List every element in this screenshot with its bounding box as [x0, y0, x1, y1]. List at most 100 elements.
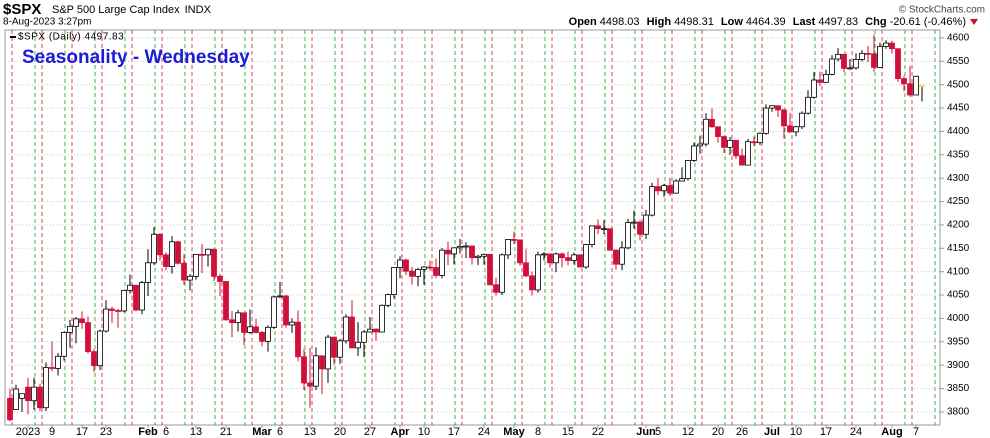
candle-body — [625, 222, 631, 249]
candle-body — [529, 275, 535, 291]
x-tick-label: 15 — [562, 426, 574, 438]
quote-label: Chg — [865, 16, 886, 28]
candle-body — [763, 107, 769, 134]
candle-body — [133, 284, 139, 311]
candle-body — [427, 266, 433, 269]
y-tick-label: 4400 — [947, 126, 970, 137]
candle-body — [313, 355, 319, 387]
candle-body — [379, 304, 385, 333]
y-tick-label: 4600 — [947, 33, 970, 44]
candle-body — [373, 328, 379, 333]
y-tick-label: 3900 — [947, 360, 970, 371]
candle-body — [823, 74, 829, 83]
candle-body — [259, 332, 265, 342]
candle-body — [103, 308, 109, 332]
x-tick-label: 23 — [100, 426, 112, 438]
candle-body — [97, 330, 103, 367]
candle-body — [487, 253, 493, 286]
y-tick-label: 4450 — [947, 103, 970, 114]
quote: Open 4498.03 High 4498.31 Low 4464.39 Last 4… — [569, 16, 966, 28]
x-tick-label: Apr — [391, 426, 411, 438]
candle-body — [835, 53, 841, 60]
candle-body — [919, 85, 925, 88]
candle-body — [553, 253, 559, 264]
candle-body — [331, 336, 337, 358]
candle-body — [61, 332, 67, 357]
x-tick-label: Aug — [881, 426, 902, 438]
candle-body — [163, 254, 169, 267]
candle-body — [421, 266, 427, 270]
x-tick-label: 12 — [682, 426, 694, 438]
candle-body — [79, 318, 85, 324]
candle-body — [49, 367, 55, 369]
candle-body — [511, 239, 517, 241]
candle-body — [667, 185, 673, 194]
y-tick-label: 4300 — [947, 173, 970, 184]
candle-body — [115, 310, 121, 312]
candle-body — [631, 221, 637, 224]
candle-body — [409, 270, 415, 277]
candle-body — [277, 295, 283, 298]
candle-body — [559, 253, 565, 259]
candle-body — [43, 367, 49, 409]
candle-body — [139, 282, 145, 311]
candle-body — [895, 48, 901, 80]
quote-label: Last — [793, 16, 816, 28]
candle-body — [397, 259, 403, 268]
candle-body — [517, 239, 523, 264]
candle-body — [727, 139, 733, 148]
candle-body — [457, 246, 463, 249]
candle-body — [781, 109, 787, 127]
x-tick-label: 9 — [49, 426, 55, 438]
candle-body — [415, 268, 421, 277]
candle-body — [199, 253, 205, 256]
plot-frame — [4, 29, 941, 426]
candle-body — [187, 275, 193, 281]
candle-body — [829, 58, 835, 75]
y-tick-label: 4500 — [947, 79, 970, 90]
candle-body — [565, 257, 571, 261]
quote-label: Low — [721, 16, 743, 28]
x-tick-label: 17 — [820, 426, 832, 438]
y-tick-label: 4150 — [947, 243, 970, 254]
candle-body — [877, 45, 883, 68]
candle-body — [673, 180, 679, 194]
candle-body — [361, 331, 367, 343]
candle-body — [493, 284, 499, 293]
x-tick-label: 17 — [76, 426, 88, 438]
candle-body — [481, 253, 487, 257]
candle-body — [637, 221, 643, 235]
candle-body — [721, 136, 727, 148]
x-tick-label: 8 — [535, 426, 541, 438]
x-tick-label: Jul — [764, 426, 780, 438]
copyright: © StockCharts.com — [899, 5, 985, 16]
candle-body — [679, 178, 685, 182]
candle-body — [349, 316, 355, 349]
candle-body — [733, 139, 739, 157]
x-tick-label: 7 — [913, 426, 919, 438]
candle-body — [787, 125, 793, 133]
candle-body — [853, 59, 859, 69]
y-tick-label: 4000 — [947, 313, 970, 324]
candle-body — [793, 126, 799, 133]
quote-value: 4498.31 — [674, 16, 714, 28]
candle-body — [685, 160, 691, 180]
candle-body — [151, 233, 157, 264]
candle-body — [445, 249, 451, 255]
quote-value: 4464.39 — [746, 16, 786, 28]
candle-body — [271, 296, 277, 328]
candle-body — [601, 228, 607, 231]
y-tick-label: 4250 — [947, 196, 970, 207]
candle-body — [31, 386, 37, 402]
candle-body — [355, 341, 361, 349]
y-tick-label: 4350 — [947, 149, 970, 160]
exchange: INDX — [185, 4, 212, 16]
candle-body — [643, 214, 649, 235]
candle-body — [7, 397, 13, 421]
candle-body — [403, 259, 409, 272]
candle-body — [283, 295, 289, 326]
candle-body — [127, 284, 133, 291]
candle-body — [295, 321, 301, 358]
candle-body — [757, 132, 763, 144]
candle-body — [451, 247, 457, 255]
